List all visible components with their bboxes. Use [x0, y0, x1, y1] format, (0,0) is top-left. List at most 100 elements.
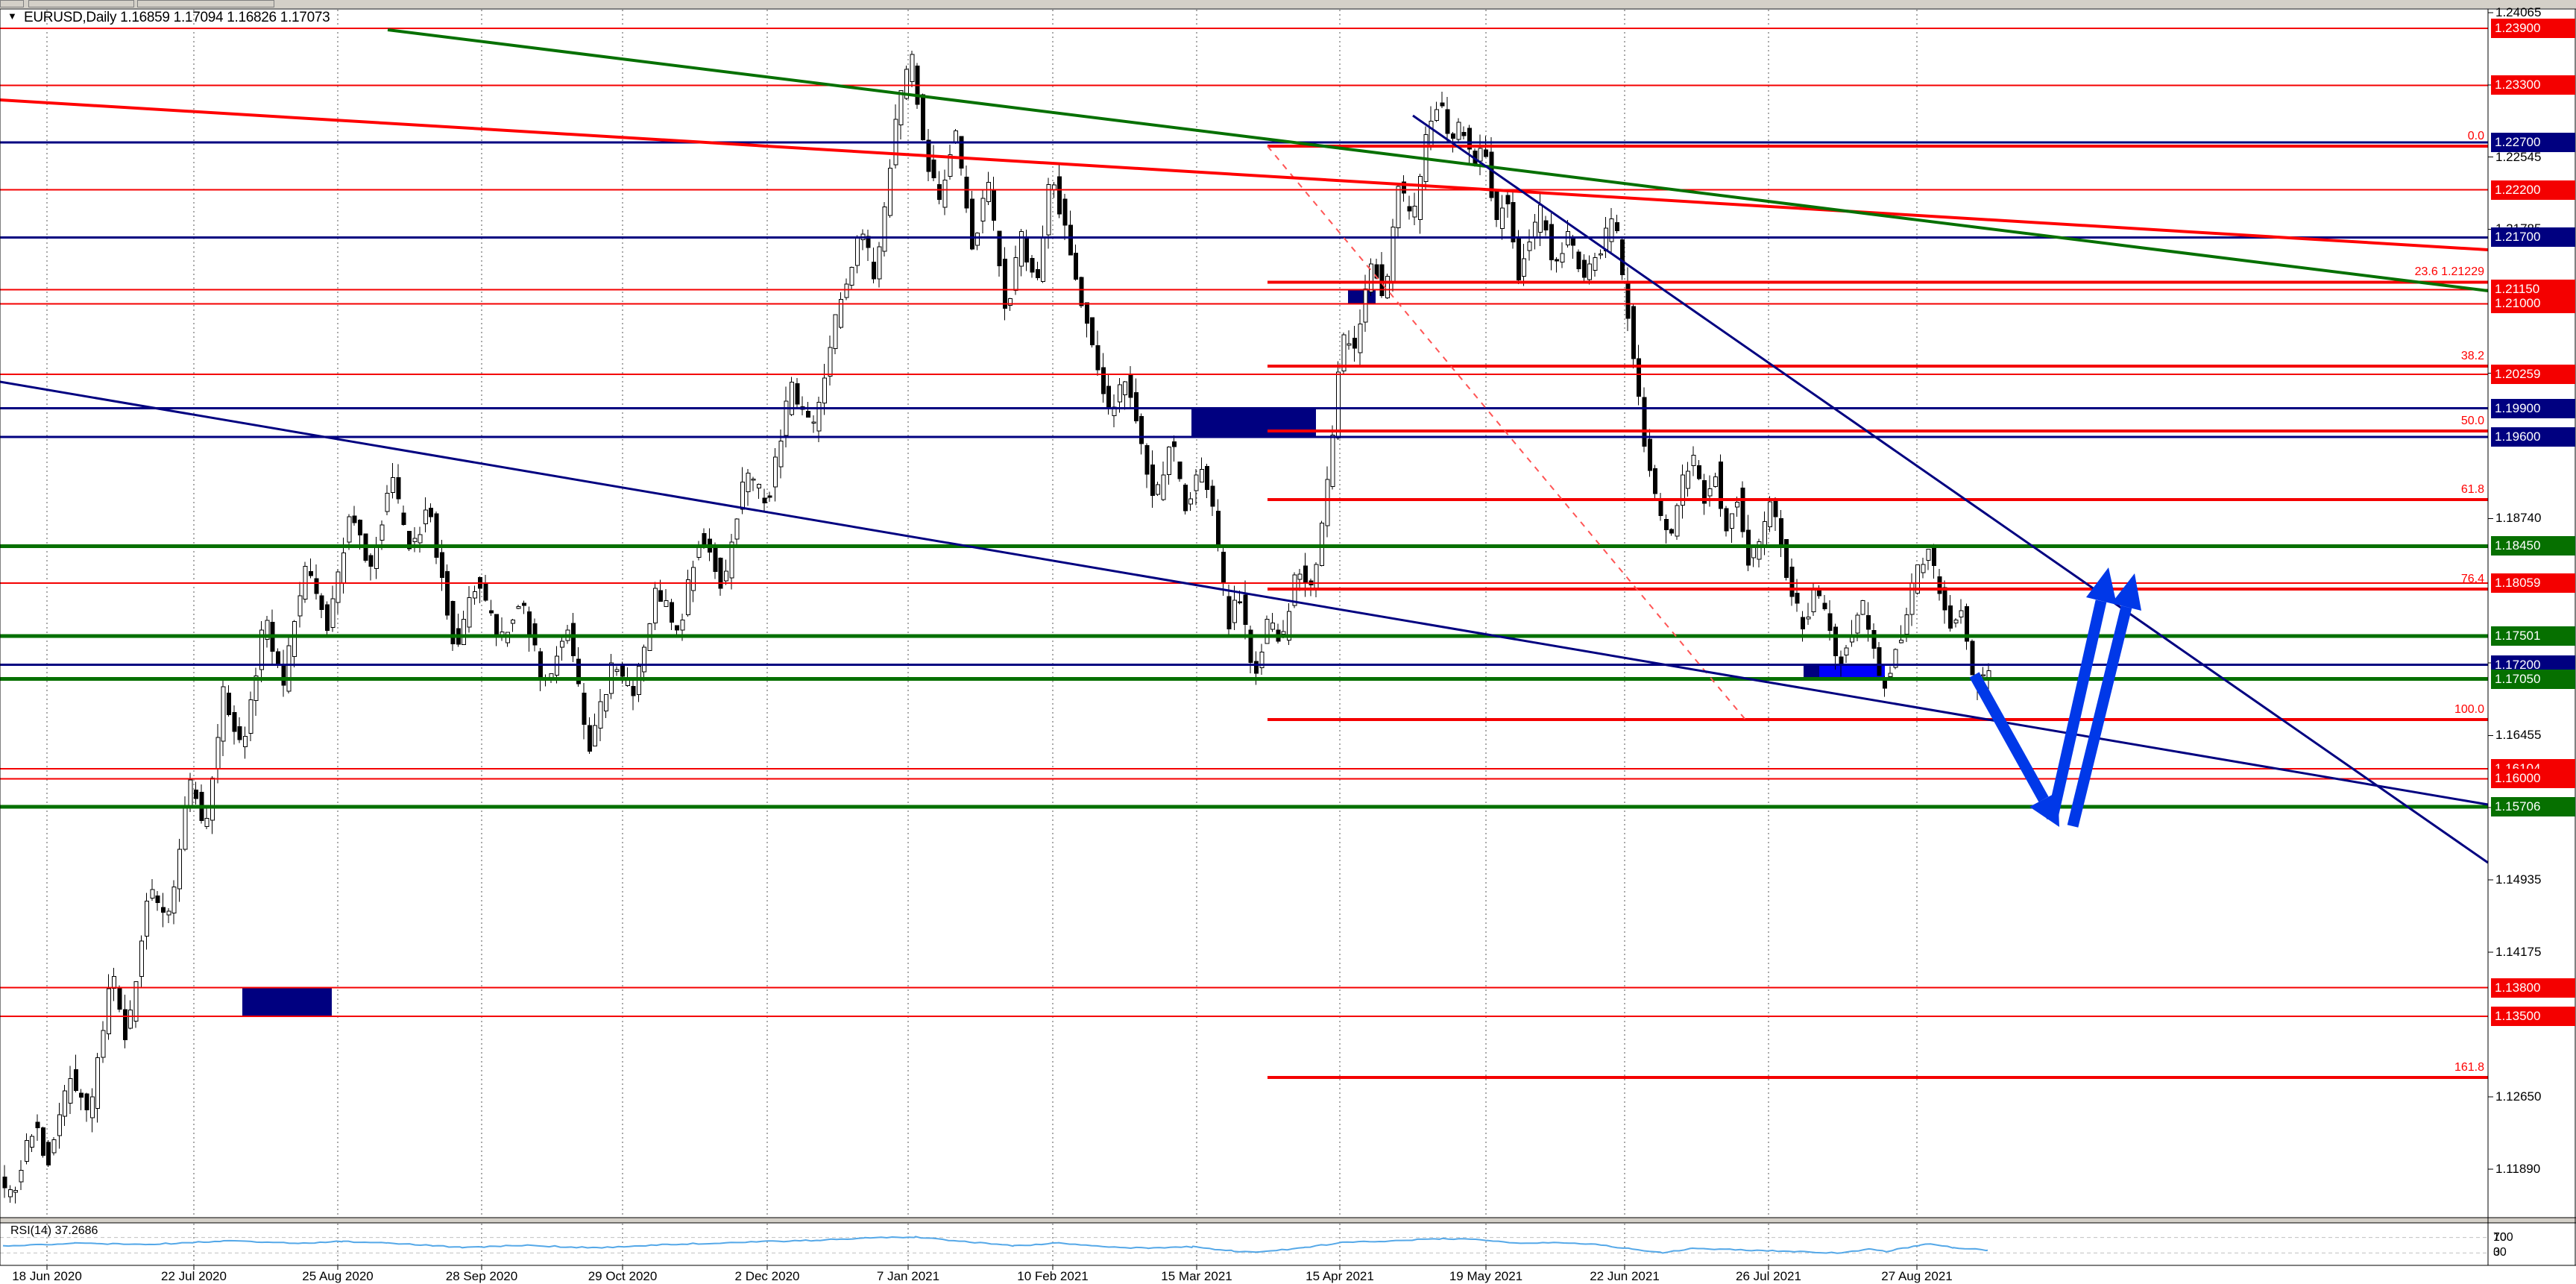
candle-body — [117, 987, 122, 1010]
candle-body — [1232, 599, 1237, 623]
chart-dropdown-caret[interactable]: ▼ — [7, 10, 17, 22]
candle-body — [1046, 183, 1051, 236]
candle-body — [1970, 641, 1975, 676]
candle-body — [1680, 474, 1685, 506]
price-level-badge-1.18059[interactable]: 1.18059 — [2491, 573, 2575, 594]
price-level-badge-1.16000[interactable]: 1.16000 — [2491, 769, 2575, 789]
rsi-scale-label-100: 100 — [2493, 1230, 2513, 1244]
candle-body — [560, 641, 565, 648]
candle-body — [849, 266, 854, 286]
projection-up-arrow-1[interactable] — [2046, 599, 2107, 822]
projection-up-arrow-2-head — [2111, 573, 2141, 611]
rsi-scale-label-0: 0 — [2493, 1246, 2500, 1259]
price-level-badge-1.21000[interactable]: 1.21000 — [2491, 294, 2575, 314]
price-level-badge-1.17501[interactable]: 1.17501 — [2491, 626, 2575, 646]
price-level-badge-1.22700[interactable]: 1.22700 — [2491, 132, 2575, 152]
candle-body — [1609, 218, 1614, 242]
projection-up-arrow-2[interactable] — [2067, 605, 2132, 828]
price-level-badge-1.18450[interactable]: 1.18450 — [2491, 536, 2575, 556]
candle-body — [1947, 605, 1953, 629]
demand-box-navy[interactable] — [1804, 664, 1819, 679]
candle-body — [1637, 358, 1642, 397]
candle-body — [1434, 109, 1439, 122]
candle-body — [13, 1189, 19, 1193]
toolbar-box-3[interactable] — [137, 0, 274, 7]
candle-body — [1959, 610, 1964, 618]
candle-body — [122, 1009, 127, 1041]
candle-body — [1499, 207, 1505, 229]
green-resistance-trendline[interactable] — [387, 28, 2489, 292]
candle-body — [1161, 474, 1166, 500]
candle-body — [1855, 614, 1860, 634]
date-label: 7 Jan 2021 — [876, 1269, 940, 1283]
candle-body — [1833, 626, 1839, 657]
candle-body — [1030, 258, 1035, 273]
price-level-badge-1.22200[interactable]: 1.22200 — [2491, 180, 2575, 200]
candle-body — [1844, 647, 1849, 656]
candle-body — [89, 1096, 95, 1118]
candle-body — [854, 236, 860, 266]
candle-body — [133, 981, 139, 1022]
supply-box-1199[interactable] — [1191, 408, 1316, 437]
candle-body — [286, 645, 292, 692]
price-level-badge-1.23300[interactable]: 1.23300 — [2491, 75, 2575, 95]
candle-body — [713, 547, 718, 572]
candle-body — [462, 618, 467, 646]
date-label: 19 May 2021 — [1449, 1269, 1523, 1283]
price-tick-label: 1.18740 — [2495, 511, 2542, 526]
price-level-badge-1.21700[interactable]: 1.21700 — [2491, 227, 2575, 248]
candle-body — [1123, 381, 1128, 396]
toolbar-box-1[interactable] — [0, 0, 24, 7]
candle-body — [1330, 435, 1335, 488]
candle-body — [1740, 487, 1745, 532]
candle-body — [582, 692, 587, 726]
navy-steep-downtrend[interactable] — [1412, 114, 2489, 864]
candle-body — [101, 1030, 106, 1058]
candle-body — [593, 725, 598, 746]
red-resistance-trendline[interactable] — [0, 98, 2489, 251]
candle-body — [1177, 462, 1182, 479]
candle-body — [232, 711, 237, 732]
projection-down-arrow[interactable] — [1969, 672, 2049, 802]
candle-body — [828, 347, 833, 377]
demand-box-blue[interactable] — [1819, 664, 1885, 679]
candle-body — [1062, 198, 1068, 226]
candle-body — [882, 207, 887, 252]
candle-body — [948, 154, 953, 177]
candle-body — [1259, 651, 1265, 669]
candle-body — [177, 849, 183, 890]
candle-body — [762, 497, 767, 504]
price-tick-label: 1.24065 — [2495, 5, 2542, 19]
candle-body — [1937, 576, 1942, 594]
candle-body — [253, 675, 259, 702]
candle-body — [1369, 263, 1373, 293]
supply-box-1211[interactable] — [1348, 289, 1376, 304]
candle-body — [1789, 567, 1795, 597]
toolbar-box-2[interactable] — [28, 0, 134, 7]
price-level-badge-1.19900[interactable]: 1.19900 — [2491, 398, 2575, 418]
candle-body — [1238, 601, 1243, 603]
candle-body — [1576, 251, 1581, 270]
price-level-badge-1.23900[interactable]: 1.23900 — [2491, 19, 2575, 39]
price-level-badge-1.13500[interactable]: 1.13500 — [2491, 1006, 2575, 1026]
candle-body — [1270, 623, 1276, 630]
candle-body — [1205, 466, 1210, 491]
demand-box-1138[interactable] — [242, 987, 332, 1016]
candle-body — [975, 233, 980, 246]
fib-label-0.0: 0.0 — [2467, 129, 2484, 142]
price-level-badge-1.15706[interactable]: 1.15706 — [2491, 796, 2575, 816]
candle-body — [1926, 548, 1931, 561]
navy-channel-upper[interactable] — [0, 380, 2489, 806]
price-level-badge-1.17050[interactable]: 1.17050 — [2491, 669, 2575, 689]
candle-body — [980, 198, 986, 222]
price-level-badge-1.13800[interactable]: 1.13800 — [2491, 978, 2575, 998]
price-level-badge-1.19600[interactable]: 1.19600 — [2491, 427, 2575, 447]
candle-body — [1663, 518, 1669, 530]
candle-body — [248, 699, 253, 734]
price-level-badge-1.20259[interactable]: 1.20259 — [2491, 364, 2575, 384]
candle-body — [1980, 674, 1985, 677]
candle-body — [642, 646, 647, 673]
pane-separator[interactable] — [0, 1218, 2576, 1223]
